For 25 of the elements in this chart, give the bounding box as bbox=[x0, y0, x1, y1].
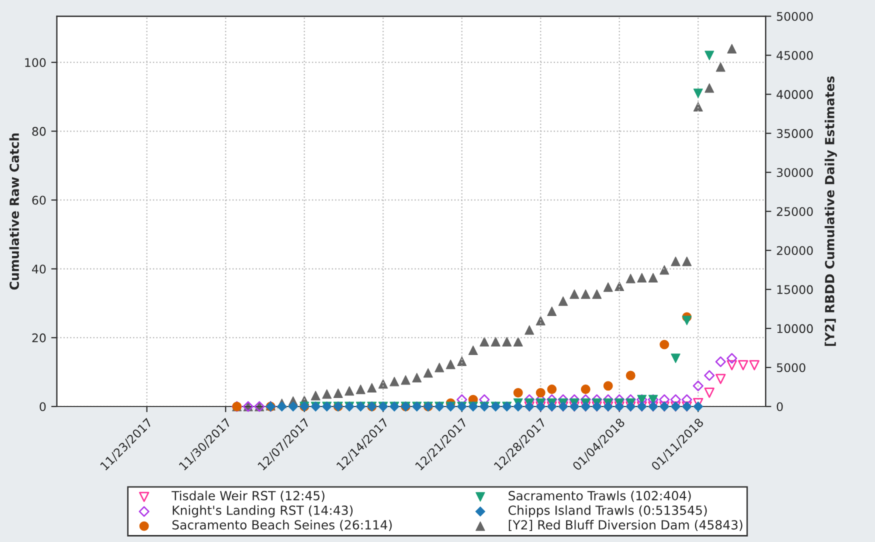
y2-tick-label: 0 bbox=[776, 402, 783, 412]
legend-label: Tisdale Weir RST (12:45) bbox=[172, 490, 324, 502]
y-tick-label: 20 bbox=[32, 333, 46, 342]
y2-axis-title: [Y2] RBDD Cumulative Daily Estimates bbox=[824, 76, 837, 346]
y2-tick-label: 50000 bbox=[776, 12, 813, 21]
y-tick-label: 40 bbox=[32, 264, 46, 274]
legend-label: Sacramento Trawls (102:404) bbox=[508, 490, 691, 502]
y-tick-label: 100 bbox=[25, 58, 46, 68]
legend-label: Chipps Island Trawls (0:513545) bbox=[508, 505, 707, 518]
y2-tick-label: 45000 bbox=[776, 51, 813, 60]
y-tick-label: 60 bbox=[32, 196, 46, 205]
y-axis-title: Cumulative Raw Catch bbox=[9, 133, 20, 290]
y2-tick-label: 5000 bbox=[776, 363, 806, 372]
y2-tick-label: 30000 bbox=[776, 168, 813, 178]
y2-tick-label: 20000 bbox=[776, 246, 813, 256]
y2-tick-label: 15000 bbox=[777, 285, 813, 294]
y2-tick-label: 40000 bbox=[776, 90, 813, 99]
y2-tick-label: 10000 bbox=[777, 324, 813, 334]
legend-label: Knight's Landing RST (14:43) bbox=[172, 505, 353, 518]
y2-tick-label: 35000 bbox=[776, 129, 813, 138]
y-tick-label: 80 bbox=[32, 126, 46, 136]
y2-tick-label: 25000 bbox=[776, 207, 813, 216]
legend-label: Sacramento Beach Seines (26:114) bbox=[172, 520, 392, 532]
y-tick-label: 0 bbox=[40, 402, 46, 412]
legend-label: [Y2] Red Bluff Diversion Dam (45843) bbox=[508, 520, 742, 532]
